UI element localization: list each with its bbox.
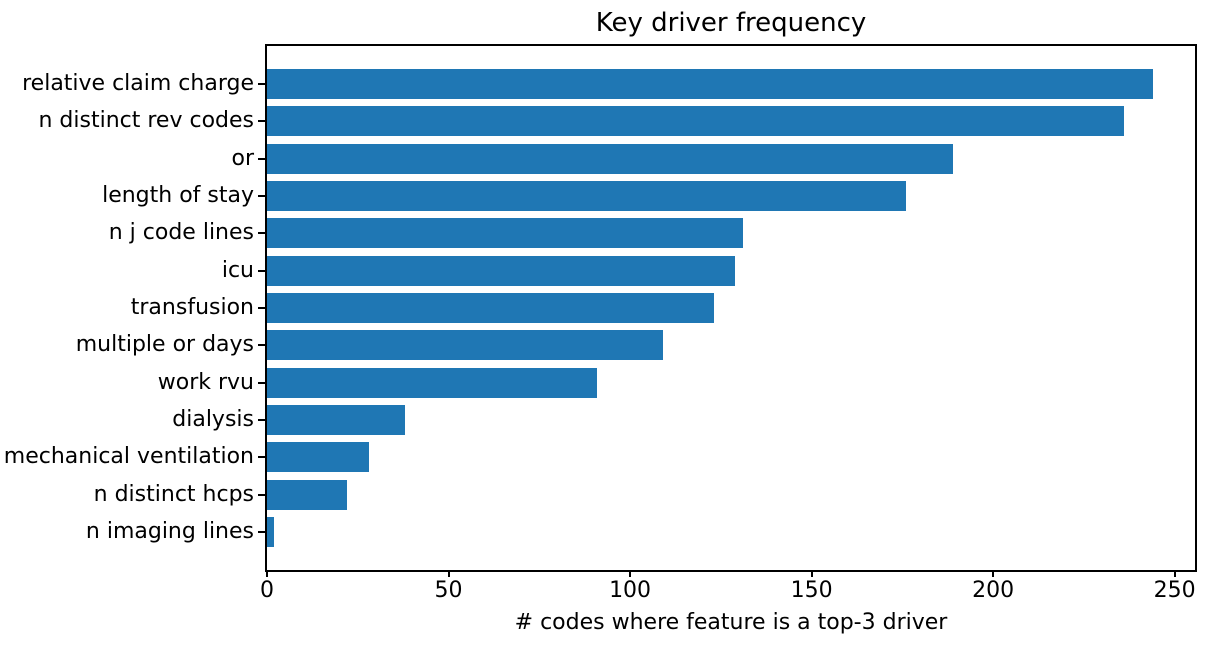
ytick-label-n-distinct-hcps: n distinct hcps [93,481,254,507]
bar-n-distinct-rev-codes [267,106,1124,137]
ytick-label-n-imaging-lines: n imaging lines [85,518,254,544]
bar-length-of-stay [267,181,906,211]
xtick-mark [810,570,813,577]
chart-title: Key driver frequency [595,8,867,38]
ytick-label-transfusion: transfusion [130,294,254,320]
ytick-mark [258,456,265,459]
xtick-label-150: 150 [790,578,833,603]
bar-transfusion [267,293,714,323]
bar-icu [267,255,736,286]
bar-work-rvu [267,367,598,398]
ytick-mark [258,269,265,272]
ytick-mark [258,306,265,309]
ytick-mark [258,120,265,123]
ytick-mark [258,157,265,160]
ytick-label-icu: icu [221,257,254,283]
bar-or [267,143,954,174]
xtick-label-200: 200 [972,578,1015,603]
ytick-label-multiple-or-days: multiple or days [75,332,254,358]
bar-multiple-or-days [267,330,663,361]
ytick-label-or: or [231,145,254,171]
ytick-mark [258,381,265,384]
bar-n-j-code-lines [267,218,743,249]
ytick-label-work-rvu: work rvu [157,369,254,395]
ytick-mark [258,493,265,496]
ytick-label-mechanical-ventilation: mechanical ventilation [3,444,254,470]
xtick-mark [447,570,450,577]
bar-dialysis [267,405,405,435]
plot-area [265,44,1197,572]
ytick-mark [258,83,265,85]
ytick-label-n-j-code-lines: n j code lines [108,220,254,246]
ytick-label-length-of-stay: length of stay [102,182,254,208]
bar-mechanical-ventilation [267,442,369,473]
x-axis-label: # codes where feature is a top-3 driver [514,610,948,635]
ytick-mark [258,530,265,533]
ytick-mark [258,344,265,347]
ytick-label-n-distinct-rev-codes: n distinct rev codes [38,108,255,134]
ytick-label-relative-claim-charge: relative claim charge [22,71,254,96]
xtick-mark [992,570,995,577]
xtick-label-250: 250 [1153,578,1196,603]
xtick-mark [266,570,268,577]
xtick-label-0: 0 [260,578,274,603]
bar-n-distinct-hcps [267,479,347,510]
ytick-label-dialysis: dialysis [172,406,254,432]
ytick-mark [258,418,265,421]
xtick-mark [629,570,632,577]
xtick-label-50: 50 [434,578,463,603]
xtick-label-100: 100 [609,578,652,603]
ytick-mark [258,232,265,235]
bar-relative-claim-charge [267,69,1153,99]
bar-n-imaging-lines [267,517,275,547]
xtick-mark [1173,570,1176,577]
ytick-mark [258,194,265,197]
